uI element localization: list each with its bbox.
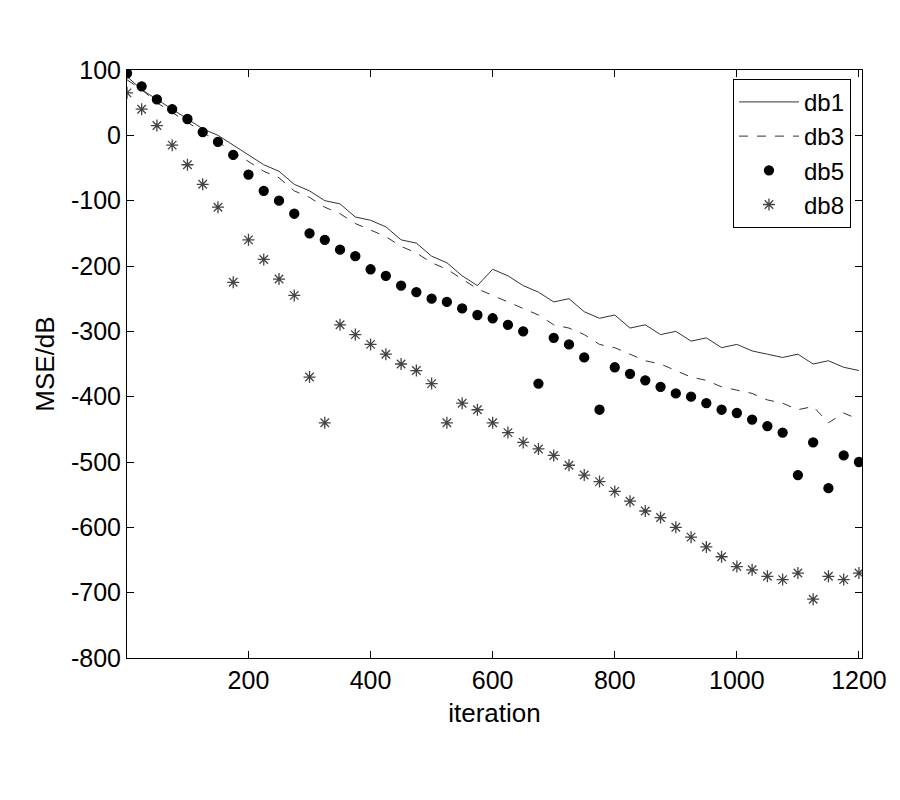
svg-text:400: 400 [350,666,392,694]
svg-text:1200: 1200 [831,666,887,694]
svg-text:-600: -600 [71,513,121,541]
svg-text:1000: 1000 [709,666,765,694]
svg-text:-400: -400 [71,382,121,410]
svg-text:-800: -800 [71,644,121,672]
svg-text:-300: -300 [71,317,121,345]
svg-text:db5: db5 [804,158,844,185]
svg-text:iteration: iteration [448,698,541,728]
svg-text:-500: -500 [71,448,121,476]
svg-text:800: 800 [594,666,636,694]
svg-text:600: 600 [472,666,514,694]
svg-text:db8: db8 [804,192,844,219]
svg-text:db1: db1 [804,89,844,116]
svg-text:0: 0 [107,121,121,149]
svg-text:100: 100 [79,56,121,84]
svg-text:db3: db3 [804,123,844,150]
svg-text:-700: -700 [71,578,121,606]
svg-text:-200: -200 [71,252,121,280]
svg-text:MSE/dB: MSE/dB [30,316,60,411]
svg-text:200: 200 [228,666,270,694]
svg-text:-100: -100 [71,186,121,214]
